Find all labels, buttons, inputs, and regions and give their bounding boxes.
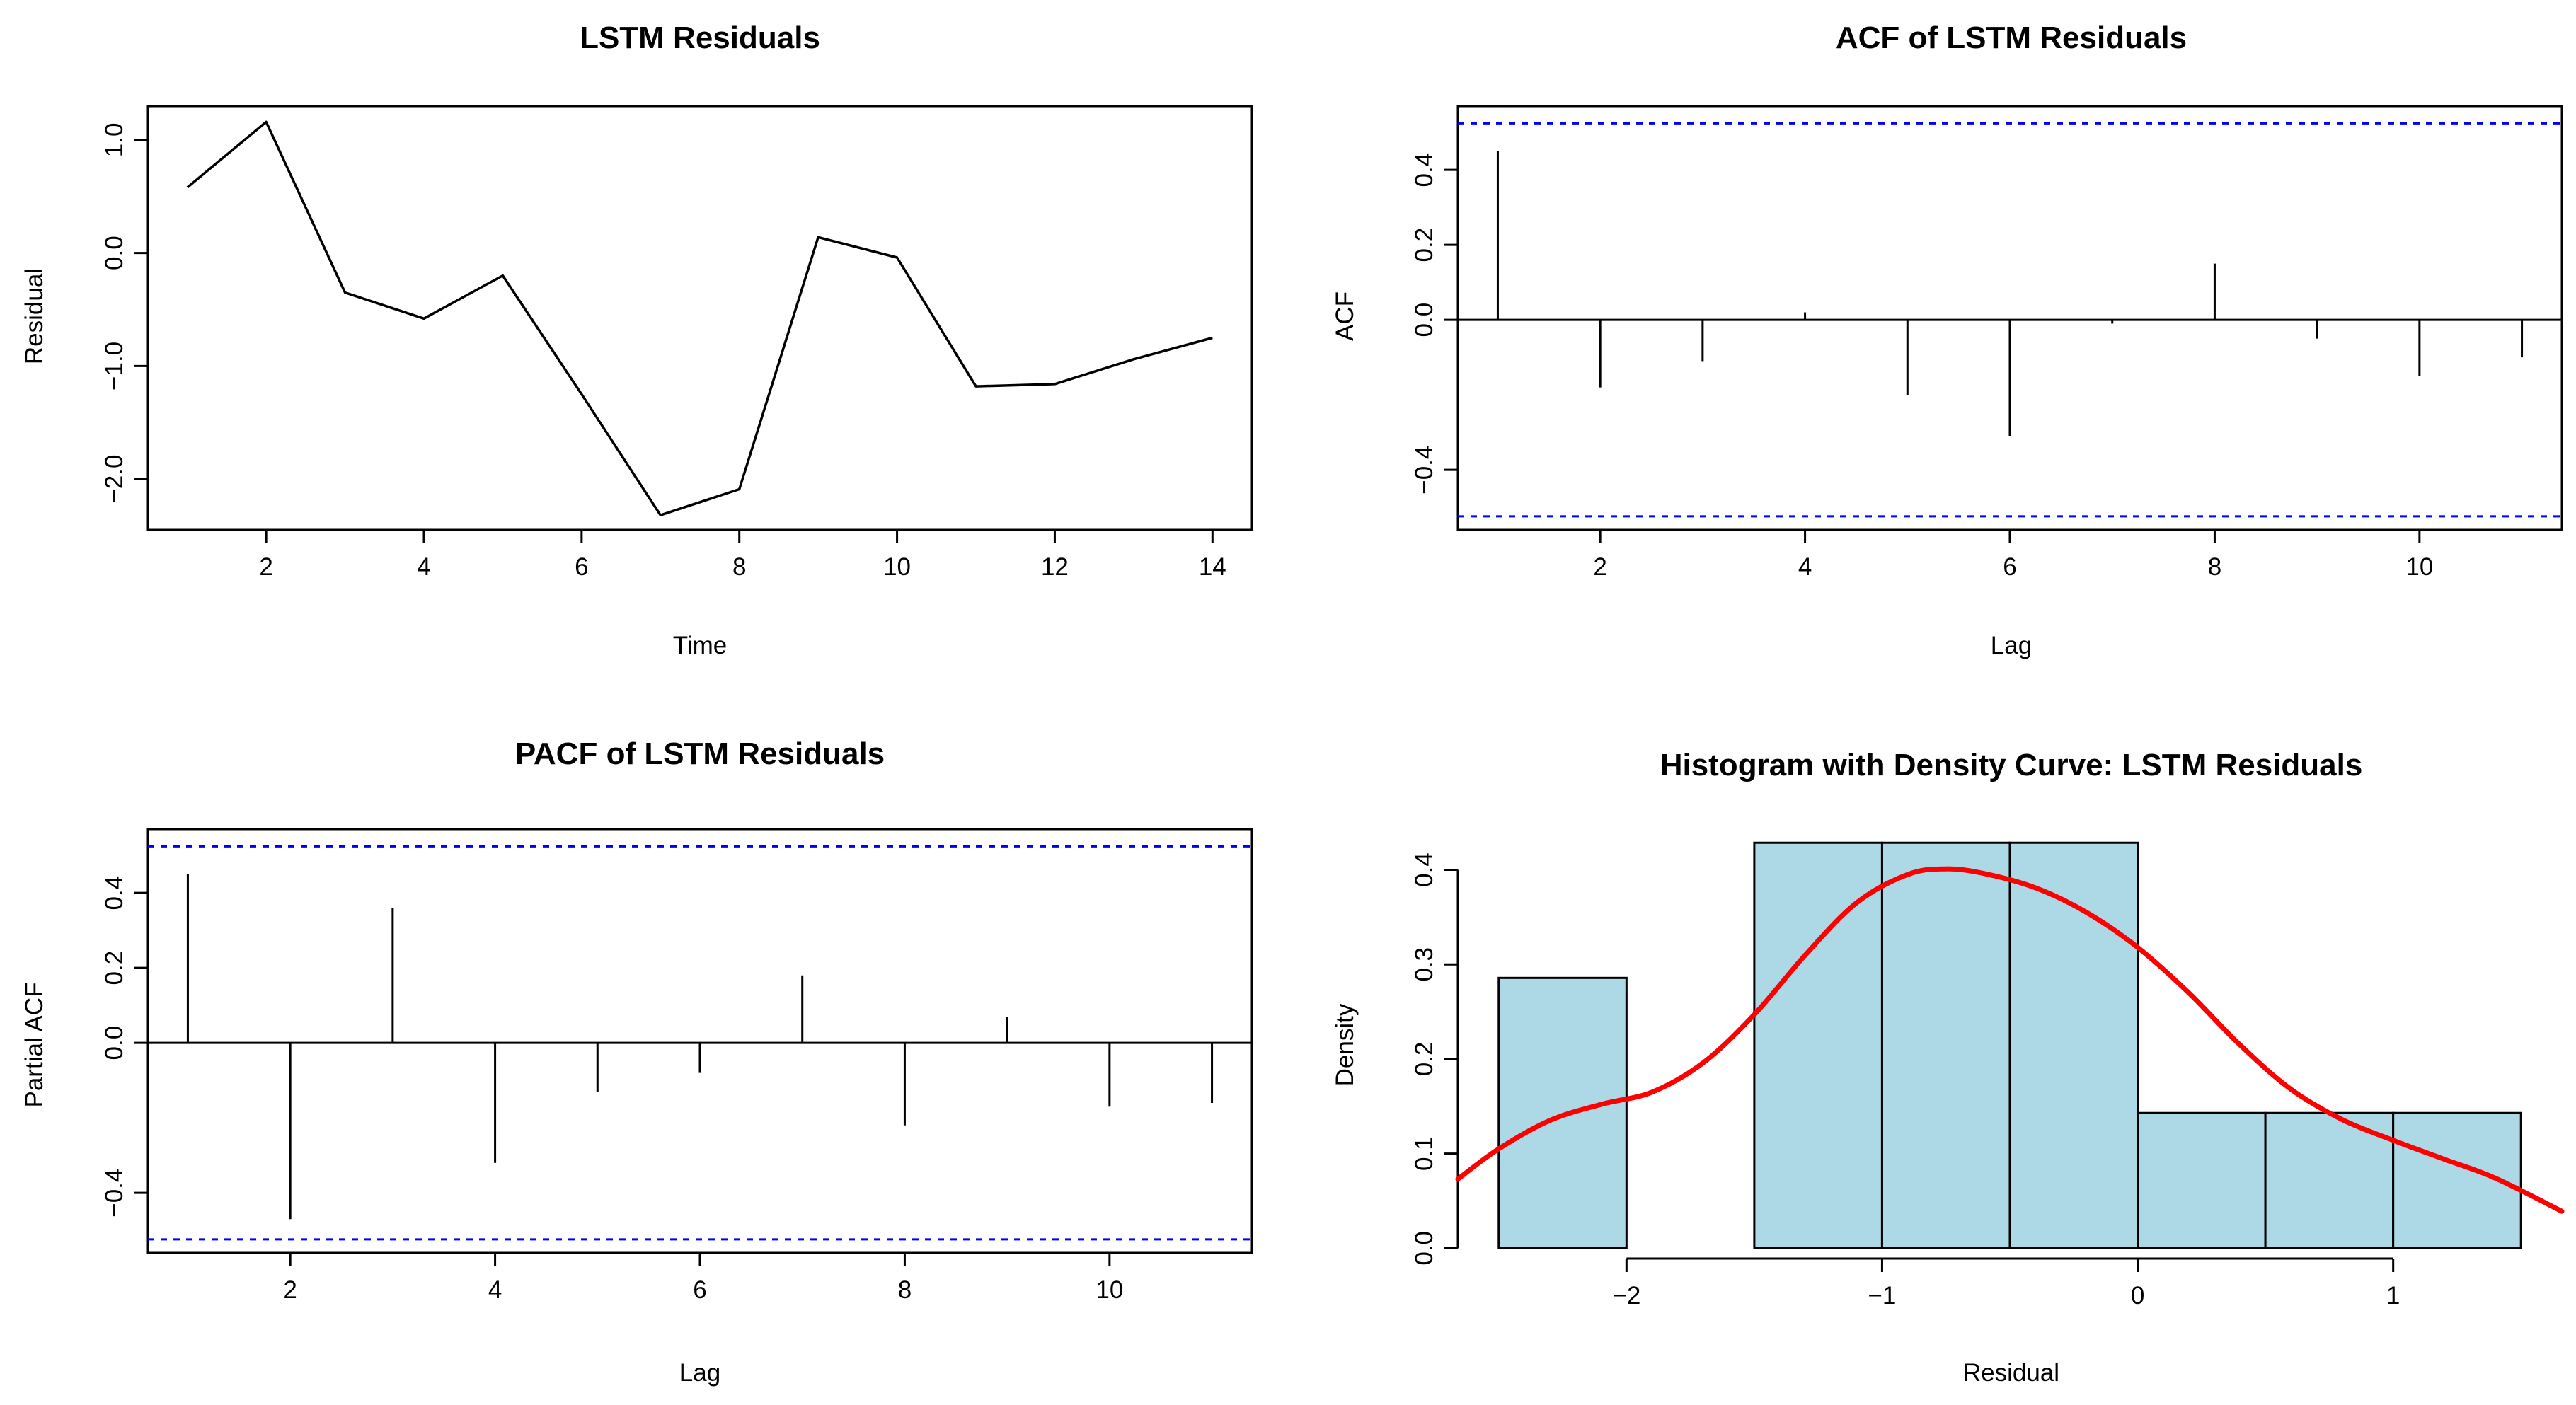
y-tick-label: 0.2	[1410, 1042, 1438, 1077]
y-tick-label: 0.0	[1410, 1231, 1438, 1266]
x-tick-label: 14	[1199, 553, 1226, 581]
x-axis-label: Lag	[1991, 632, 2032, 659]
chart-title: Histogram with Density Curve: LSTM Resid…	[1660, 748, 2363, 782]
x-tick-label: 2	[259, 553, 272, 581]
y-tick-label: −2.0	[100, 455, 128, 504]
y-tick-label: −0.4	[100, 1169, 128, 1218]
x-tick-label: 8	[2208, 553, 2221, 581]
y-axis-label: ACF	[1331, 291, 1359, 341]
x-tick-label: 1	[2386, 1282, 2400, 1309]
x-axis-label: Residual	[1963, 1359, 2059, 1387]
x-tick-label: 6	[575, 553, 588, 581]
x-tick-label: 4	[488, 1276, 502, 1304]
chart-title: LSTM Residuals	[580, 21, 820, 55]
x-tick-label: 10	[883, 553, 911, 581]
x-tick-label: 4	[417, 553, 430, 581]
x-tick-label: 6	[693, 1276, 706, 1304]
y-tick-label: 0.2	[1410, 228, 1438, 262]
x-axis-label: Time	[673, 632, 727, 659]
chart-title: PACF of LSTM Residuals	[515, 736, 885, 771]
y-tick-label: 0.0	[1410, 303, 1438, 337]
y-tick-label: 0.3	[1410, 947, 1438, 982]
chart-title: ACF of LSTM Residuals	[1836, 21, 2187, 55]
y-axis-label: Density	[1331, 1003, 1359, 1086]
y-tick-label: 0.4	[1410, 852, 1438, 887]
histogram-bar	[2264, 1111, 2395, 1249]
y-axis-label: Residual	[21, 268, 48, 364]
residual-line-panel: LSTM Residuals Time Residual 1.0 0.0 −1.0 −…	[21, 21, 1253, 659]
y-tick-label: 0.4	[100, 876, 128, 910]
x-tick-label: 12	[1041, 553, 1069, 581]
histogram-bar	[2008, 841, 2139, 1249]
x-tick-label: 4	[1798, 553, 1812, 581]
plot-area: 0.0 0.1 0.2 0.3 0.4 −2 −1 0 1	[1410, 841, 2565, 1309]
x-tick-label: 8	[732, 553, 746, 581]
y-tick-label: 1.0	[100, 123, 128, 158]
plot-frame	[1456, 105, 2563, 531]
x-axis-label: Lag	[679, 1359, 720, 1387]
x-tick-label: 0	[2131, 1282, 2144, 1309]
y-tick-label: −0.4	[1410, 446, 1438, 495]
y-tick-label: 0.0	[100, 236, 128, 270]
plot-area: 0.4 0.2 0.0 −0.4 2 4 6 8 10	[1410, 105, 2563, 581]
x-tick-label: 2	[1593, 553, 1606, 581]
histogram-bar	[1880, 841, 2011, 1249]
plot-area: 1.0 0.0 −1.0 −2.0 2 4 6 8 10 12 14	[100, 105, 1253, 581]
y-tick-label: 0.0	[100, 1026, 128, 1060]
x-tick-label: −2	[1612, 1282, 1640, 1309]
x-tick-label: 8	[898, 1276, 912, 1304]
y-tick-label: 0.2	[100, 951, 128, 985]
y-tick-label: −1.0	[100, 342, 128, 391]
x-tick-label: 10	[1096, 1276, 1123, 1304]
histogram-bar	[1753, 841, 1883, 1249]
plot-area: 0.4 0.2 0.0 −0.4 2 4 6 8 10	[100, 828, 1253, 1304]
plot-frame	[146, 105, 1253, 531]
histogram-bar	[2137, 1111, 2267, 1249]
acf-panel: ACF of LSTM Residuals Lag ACF 0.4 0.2 0.0 −…	[1331, 21, 2563, 659]
pacf-panel: PACF of LSTM Residuals Lag Partial ACF 0…	[21, 736, 1253, 1387]
y-axis-label: Partial ACF	[21, 983, 48, 1108]
density-curve	[1455, 866, 2565, 1214]
x-tick-label: 2	[283, 1276, 297, 1304]
x-tick-label: 6	[2003, 553, 2016, 581]
residual-series-line	[186, 120, 1213, 516]
histogram-panel: Histogram with Density Curve: LSTM Resid…	[1331, 748, 2565, 1387]
x-tick-label: 10	[2405, 553, 2433, 581]
plot-frame	[146, 828, 1253, 1254]
x-tick-label: −1	[1868, 1282, 1896, 1309]
y-tick-label: 0.1	[1410, 1136, 1438, 1171]
y-tick-label: 0.4	[1410, 153, 1438, 187]
